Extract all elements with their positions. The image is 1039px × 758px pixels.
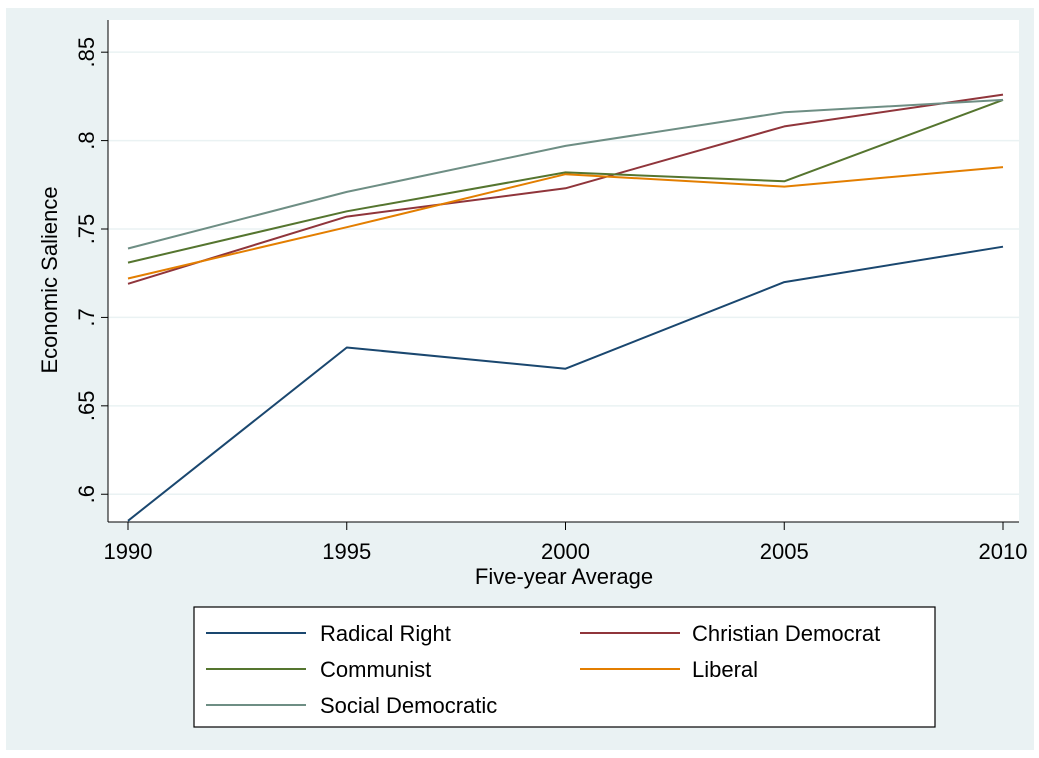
y-tick-label: .8 (74, 131, 99, 149)
axes: .6 .65 .7 .75 .8 .85 1990 1995 2000 2005 2010 (74, 20, 1027, 564)
series-lines (127, 93, 1004, 522)
legend: Radical Right Christian Democrat Communist… (193, 606, 936, 728)
y-tick-label: .6 (74, 485, 99, 503)
legend-label: Communist (320, 657, 431, 682)
series-line-christian-democrat (127, 93, 1004, 285)
x-tick-label: 1990 (104, 539, 153, 564)
y-tick-label: .65 (74, 391, 99, 422)
series-line-liberal (127, 166, 1004, 280)
series-line-social-democratic (127, 98, 1004, 250)
series-line-communist (127, 98, 1004, 264)
x-tick-label: 2010 (979, 539, 1028, 564)
series-line-radical-right (127, 245, 1004, 522)
x-tick-label: 2000 (541, 539, 590, 564)
x-axis-title: Five-year Average (475, 564, 653, 589)
legend-label: Liberal (692, 657, 758, 682)
gridlines (108, 51, 1019, 495)
legend-label: Christian Democrat (692, 621, 880, 646)
legend-label: Radical Right (320, 621, 451, 646)
x-tick-label: 2005 (760, 539, 809, 564)
legend-box (193, 606, 936, 728)
y-tick-label: .85 (74, 37, 99, 68)
plot-area (108, 20, 1019, 522)
x-tick-label: 1995 (322, 539, 371, 564)
y-tick-label: .75 (74, 214, 99, 245)
y-tick-label: .7 (74, 308, 99, 326)
y-axis-title: Economic Salience (37, 186, 62, 373)
legend-label: Social Democratic (320, 693, 497, 718)
